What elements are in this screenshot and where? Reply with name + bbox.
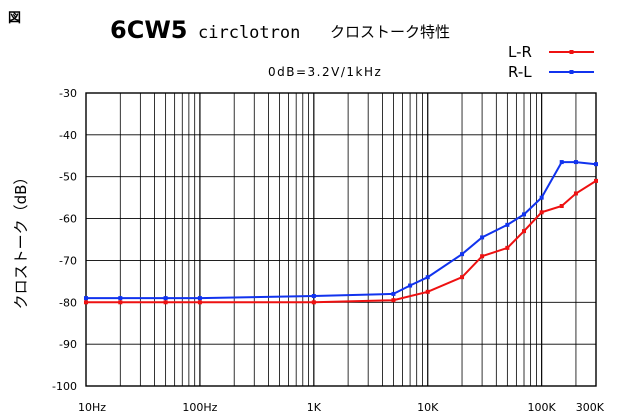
data-point: [118, 296, 123, 301]
series-line-r-l: [86, 161, 597, 300]
data-point: [594, 178, 598, 183]
corner-mark: 図: [8, 11, 21, 26]
data-point: [573, 160, 578, 165]
data-point: [480, 235, 485, 240]
chart-subtitle: 0dB=3.2V/1kHz: [268, 65, 382, 79]
data-point: [391, 291, 396, 296]
data-point: [311, 300, 316, 305]
y-tick-label: -80: [59, 296, 77, 309]
data-point: [425, 275, 430, 280]
data-point: [391, 298, 396, 303]
data-point: [559, 160, 564, 165]
chart-title-main: 6CW5: [110, 16, 187, 44]
y-tick-label: -60: [59, 213, 77, 226]
legend-swatch-marker: [569, 70, 574, 74]
data-point: [505, 245, 510, 250]
y-tick-label: -100: [52, 380, 77, 393]
legend-swatch-marker: [569, 50, 574, 54]
y-tick-label: -30: [59, 87, 77, 100]
series-line-l-r: [86, 180, 597, 304]
legend: L-R R-L: [508, 43, 594, 81]
y-tick-label: -40: [59, 129, 77, 142]
legend-label: L-R: [508, 43, 532, 61]
data-point: [460, 252, 465, 257]
data-point: [197, 300, 202, 305]
data-point: [522, 212, 527, 217]
x-tick-label: 300K: [576, 401, 605, 414]
y-tick-label: -50: [59, 171, 77, 184]
x-tick-label: 10K: [417, 401, 439, 414]
data-point: [480, 254, 485, 259]
data-point: [163, 300, 168, 305]
data-series: [84, 160, 598, 305]
data-point: [311, 294, 316, 299]
chart-title-japanese: クロストーク特性: [330, 23, 450, 41]
chart-title-circlotron: circlotron: [198, 23, 300, 43]
x-tick-label: 10Hz: [78, 401, 106, 414]
data-point: [460, 275, 465, 280]
data-point: [539, 195, 544, 200]
data-point: [505, 222, 510, 227]
plot-frame: [85, 92, 597, 387]
data-point: [425, 289, 430, 294]
x-tick-label: 1K: [307, 401, 322, 414]
data-point: [84, 296, 88, 301]
plot-grid: [86, 93, 596, 386]
data-point: [539, 210, 544, 215]
x-tick-label: 100Hz: [182, 401, 217, 414]
data-point: [594, 162, 598, 167]
legend-label: R-L: [508, 63, 532, 81]
data-point: [408, 283, 413, 288]
y-tick-labels: -30 -40 -50 -60 -70 -80 -90 -100: [52, 87, 77, 393]
y-tick-label: -90: [59, 338, 77, 351]
data-point: [522, 229, 527, 234]
x-tick-labels: 10Hz 100Hz 1K 10K 100K 300K: [78, 401, 605, 414]
data-point: [197, 296, 202, 301]
data-point: [163, 296, 168, 301]
y-tick-label: -70: [59, 254, 77, 267]
x-tick-label: 100K: [528, 401, 557, 414]
data-point: [573, 191, 578, 196]
y-axis-label: クロストーク（dB）: [12, 170, 30, 310]
data-point: [559, 204, 564, 209]
data-point: [84, 300, 88, 305]
data-point: [118, 300, 123, 305]
